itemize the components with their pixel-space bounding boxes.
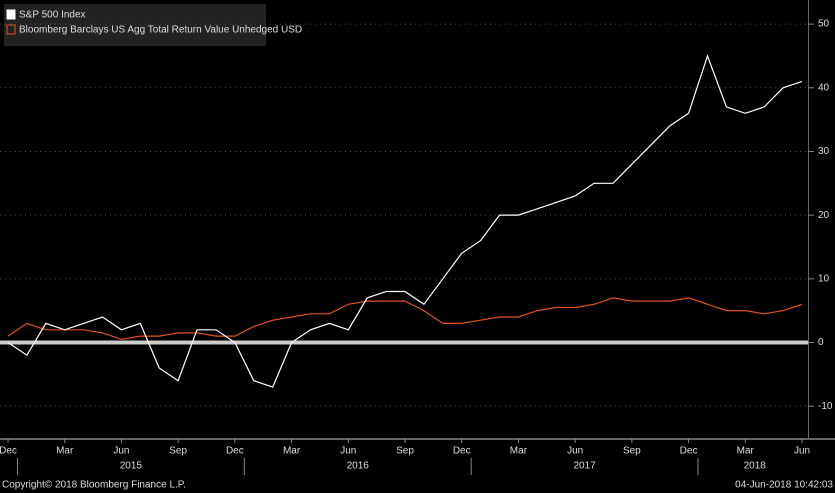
year-label: 2016	[347, 461, 370, 472]
year-label: 2015	[120, 461, 143, 472]
x-tick-label: Dec	[453, 446, 471, 457]
y-tick-label: 10	[818, 273, 830, 284]
series-line	[7, 297, 803, 340]
x-tick-label: Dec	[226, 446, 244, 457]
legend: S&P 500 Index Bloomberg Barclays US Agg T…	[6, 9, 302, 36]
legend-swatch	[6, 9, 16, 20]
footer-right: 04-Jun-2018 10:42:03	[735, 480, 833, 491]
x-tick-label: Dec	[680, 446, 698, 457]
series-line	[7, 54, 803, 388]
legend-label: S&P 500 Index	[19, 10, 86, 21]
x-tick-label: Mar	[56, 446, 74, 457]
legend-box	[4, 4, 266, 46]
y-tick-label: 40	[818, 82, 830, 93]
x-tick-label: Sep	[396, 446, 414, 457]
x-tick-label: Sep	[169, 446, 187, 457]
x-tick-label: Mar	[283, 446, 301, 457]
x-tick-label: Jun	[340, 446, 356, 457]
y-tick-label: 20	[818, 210, 830, 221]
x-axis-line	[0, 438, 835, 440]
legend-swatch	[6, 24, 16, 35]
y-tick-label: 30	[818, 146, 830, 157]
year-label: 2017	[573, 461, 596, 472]
footer-left: Copyright© 2018 Bloomberg Finance L.P.	[2, 480, 186, 491]
x-tick-label: Mar	[737, 446, 755, 457]
y-tick-label: -10	[818, 401, 833, 412]
year-label: 2018	[744, 461, 767, 472]
x-tick-label: Jun	[567, 446, 583, 457]
y-tick-label: 50	[818, 19, 830, 30]
y-tick-label: 0	[818, 337, 824, 348]
x-tick-label: Dec	[0, 446, 17, 457]
x-tick-label: Sep	[623, 446, 641, 457]
x-tick-label: Jun	[794, 446, 810, 457]
x-tick-label: Mar	[510, 446, 528, 457]
x-tick-label: Jun	[113, 446, 129, 457]
legend-label: Bloomberg Barclays US Agg Total Return V…	[19, 25, 302, 36]
y-axis-line	[808, 0, 809, 438]
